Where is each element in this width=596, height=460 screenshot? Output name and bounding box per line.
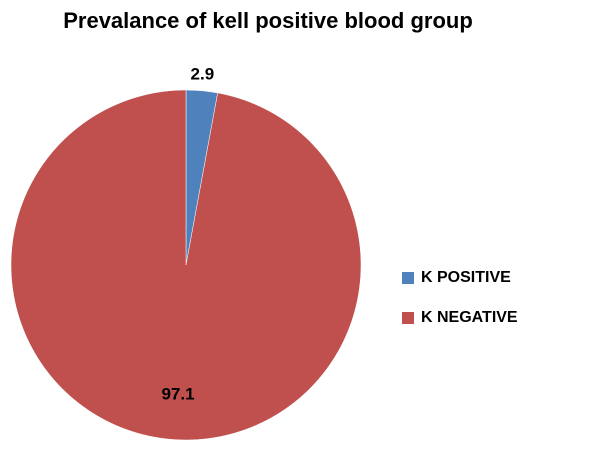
chart-title: Prevalance of kell positive blood group xyxy=(63,8,473,33)
legend-swatch-k-negative xyxy=(402,312,414,324)
legend-swatch-k-positive xyxy=(402,272,414,284)
pie-data-labels: 2.9 97.1 xyxy=(161,64,214,403)
data-label-k-negative: 97.1 xyxy=(161,384,194,403)
pie-slices xyxy=(10,89,362,441)
legend-label-k-negative: K NEGATIVE xyxy=(421,309,518,326)
data-label-k-positive: 2.9 xyxy=(191,64,215,83)
chart-legend: K POSITIVE K NEGATIVE xyxy=(402,269,518,326)
pie-slice-k-negative xyxy=(10,89,362,441)
legend-label-k-positive: K POSITIVE xyxy=(421,269,511,286)
